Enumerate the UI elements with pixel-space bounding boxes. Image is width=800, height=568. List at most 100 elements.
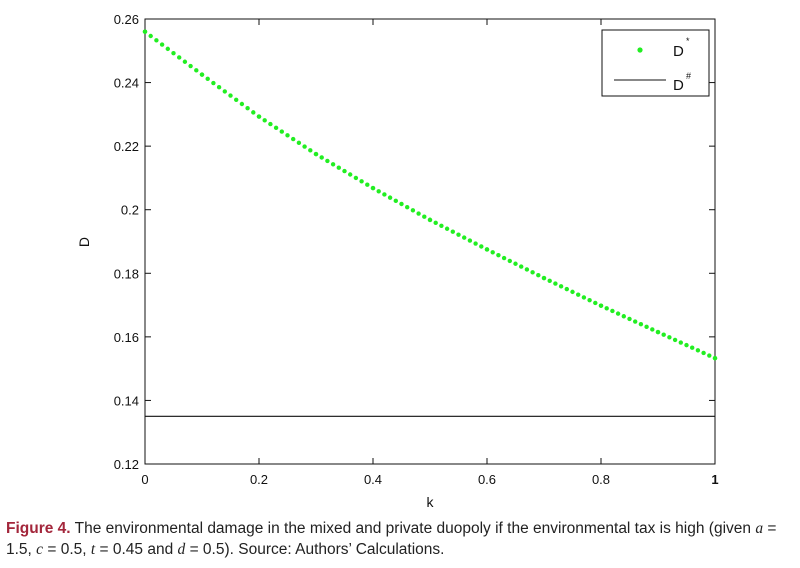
curve-dot-dstar (655, 329, 661, 335)
curve-dot-dstar (302, 144, 307, 149)
curve-dot-dstar (234, 97, 239, 102)
curve-dot-dstar (365, 182, 370, 187)
curve-dot-dstar (382, 192, 387, 197)
curve-dot-dstar (154, 38, 159, 43)
curve-dot-dstar (576, 292, 581, 297)
curve-dot-dstar (610, 308, 615, 314)
curve-dot-dstar (524, 267, 530, 272)
legend: D * D # (601, 29, 710, 97)
curve-dot-dstar (211, 80, 216, 86)
curve-dot-dstar (199, 72, 205, 77)
curve-dot-dstar (604, 306, 609, 311)
curve-dot-dstar (245, 105, 250, 111)
y-tick-label: 0.26 (114, 12, 139, 27)
x-tick-label: 0.2 (250, 472, 268, 487)
curve-dot-dstar (621, 314, 626, 319)
curve-dot-dstar (251, 110, 256, 115)
curve-dot-dstar (359, 179, 364, 184)
caption-text: The environmental damage in the mixed an… (70, 520, 756, 537)
curve-dot-dstar (638, 321, 644, 327)
curve-dot-dstar (313, 151, 319, 157)
series-layer (142, 29, 718, 417)
curve-dot-dstar (484, 247, 490, 252)
curve-dot-dstar (222, 89, 227, 94)
curve-dot-dstar (216, 85, 222, 90)
curve-dot-dstar (644, 324, 649, 330)
y-tick-label: 0.12 (114, 457, 139, 472)
curve-dot-dstar (593, 300, 598, 306)
curve-dot-dstar (399, 201, 404, 207)
curve-dot-dstar (547, 278, 552, 284)
curve-dot-dstar (536, 272, 541, 278)
curve-dot-dstar (308, 148, 313, 153)
curve-dot-dstar (627, 316, 632, 322)
curve-dot-dstar (273, 125, 279, 131)
curve-dot-dstar (701, 350, 706, 356)
curve-dot-dstar (342, 168, 347, 174)
curve-dot-dstar (319, 155, 324, 160)
x-tick-label: 0.4 (364, 472, 382, 487)
figure-label: Figure 4. (6, 520, 71, 537)
x-tick-label: 1 (711, 472, 718, 487)
curve-dot-dstar (541, 275, 547, 281)
curve-dot-dstar (507, 258, 512, 264)
curve-dot-dstar (530, 270, 535, 275)
curve-dot-dstar (177, 55, 182, 60)
y-tick-label: 0.22 (114, 139, 139, 154)
curve-dot-dstar (228, 93, 233, 98)
curve-dot-dstar (690, 345, 695, 350)
curve-dot-dstar (410, 208, 416, 213)
curve-dot-dstar (262, 118, 267, 123)
curve-dot-dstar (205, 76, 210, 82)
curve-dot-dstar (501, 255, 507, 261)
curve-dot-dstar (285, 133, 290, 138)
curve-dot-dstar (142, 29, 148, 34)
param-t-value: = 0.45 and (95, 541, 178, 558)
curve-dot-dstar (433, 220, 438, 226)
curve-dot-dstar (564, 286, 569, 292)
legend-marker-dstar (637, 47, 643, 53)
curve-dot-dstar (336, 165, 341, 170)
y-tick-label: 0.14 (114, 393, 139, 408)
curve-dot-dstar (165, 46, 170, 52)
curve-dot-dstar (325, 158, 330, 164)
curve-dot-dstar (148, 33, 153, 39)
curve-dot-dstar (444, 226, 450, 231)
curve-dot-dstar (467, 238, 473, 243)
param-a-value: = 1.5, (6, 520, 777, 558)
legend-box (601, 29, 710, 97)
curve-dot-dstar (188, 63, 193, 69)
curve-dot-dstar (672, 337, 678, 343)
curve-dot-dstar (279, 129, 284, 134)
curve-dot-dstar (159, 42, 165, 47)
curve-dot-dstar (462, 235, 467, 240)
curve-dot-dstar (553, 281, 558, 286)
curve-dot-dstar (587, 297, 592, 303)
y-axis-ticks: 0.12 0.14 0.16 0.18 0.2 0.22 0.24 0.26 (114, 12, 715, 472)
curve-dot-dstar (353, 175, 359, 181)
curve-dot-dstar (496, 252, 501, 258)
x-axis-label: k (427, 494, 435, 510)
legend-label-dhash: D (673, 77, 684, 94)
curve-dot-dstar (256, 114, 262, 119)
curve-dot-dstar (296, 140, 302, 146)
curve-dot-dstar (416, 211, 421, 216)
param-d-value: = 0.5). Source: Authors’ Calculations. (185, 541, 445, 558)
chart: 0.120.140.160.180.20.220.240.26 0 0.2 0.4 0… (76, 12, 719, 510)
curve-dot-dstar (427, 217, 433, 223)
legend-sup-dstar: * (686, 36, 690, 46)
curve-dot-dstar (194, 68, 199, 73)
curve-dot-dstar (707, 353, 712, 358)
y-tick-label: 0.16 (114, 330, 139, 345)
curve-dot-dstar (570, 289, 575, 295)
curve-dot-dstar (439, 223, 444, 228)
curve-dot-dstar (633, 319, 638, 324)
legend-label-dstar: D (673, 43, 684, 60)
x-tick-label: 0.6 (478, 472, 496, 487)
curve-dot-dstar (615, 311, 621, 316)
curve-dot-dstar (239, 101, 245, 107)
curve-dot-dstar (473, 241, 478, 246)
curve-dot-dstar (667, 335, 672, 340)
curve-dot-dstar (387, 195, 393, 200)
param-c-value: = 0.5, (43, 541, 91, 558)
